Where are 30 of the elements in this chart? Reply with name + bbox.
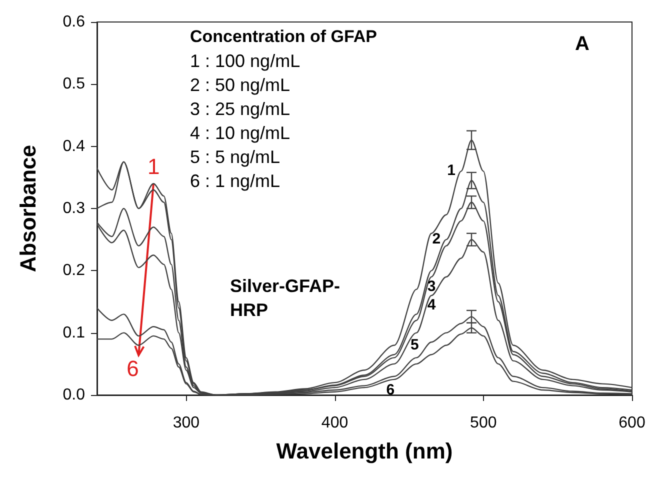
- series-label: 2: [432, 230, 441, 248]
- series-label: 1: [447, 162, 456, 180]
- annotation: 2 : 50 ng/mL: [190, 75, 290, 95]
- annotation: Concentration of GFAP: [190, 27, 377, 46]
- y-tick-label: 0.5: [62, 76, 86, 93]
- x-tick-label: 300: [172, 414, 200, 432]
- x-tick-label: 600: [618, 414, 646, 432]
- annotation: 6: [126, 356, 139, 381]
- annotation: 3 : 25 ng/mL: [190, 99, 290, 119]
- annotation: 6 : 1 ng/mL: [190, 171, 280, 191]
- y-tick-label: 0.4: [62, 138, 86, 155]
- series-label: 5: [410, 336, 419, 354]
- y-axis-title: Absorbance: [16, 144, 40, 272]
- x-tick-label: 500: [470, 414, 497, 432]
- series-label: 3: [427, 278, 436, 295]
- y-tick-label: 0.2: [62, 262, 86, 280]
- annotation: 1: [147, 154, 160, 180]
- y-tick-label: 0.6: [62, 14, 86, 30]
- x-axis-title: Wavelength (nm): [276, 438, 453, 464]
- annotation: 5 : 5 ng/mL: [190, 147, 280, 167]
- series-label: 6: [386, 381, 395, 398]
- annotation: Silver-GFAP-HRP: [230, 276, 340, 320]
- y-tick-label: 0.0: [62, 386, 86, 404]
- y-tick-label: 0.3: [62, 200, 86, 217]
- x-tick-label: 400: [321, 414, 348, 432]
- y-tick-label: 0.1: [62, 324, 86, 342]
- series-label: 4: [427, 296, 436, 314]
- annotation: 1 : 100 ng/mL: [190, 51, 300, 71]
- annotation: A: [575, 33, 590, 55]
- annotation: 4 : 10 ng/mL: [190, 123, 290, 143]
